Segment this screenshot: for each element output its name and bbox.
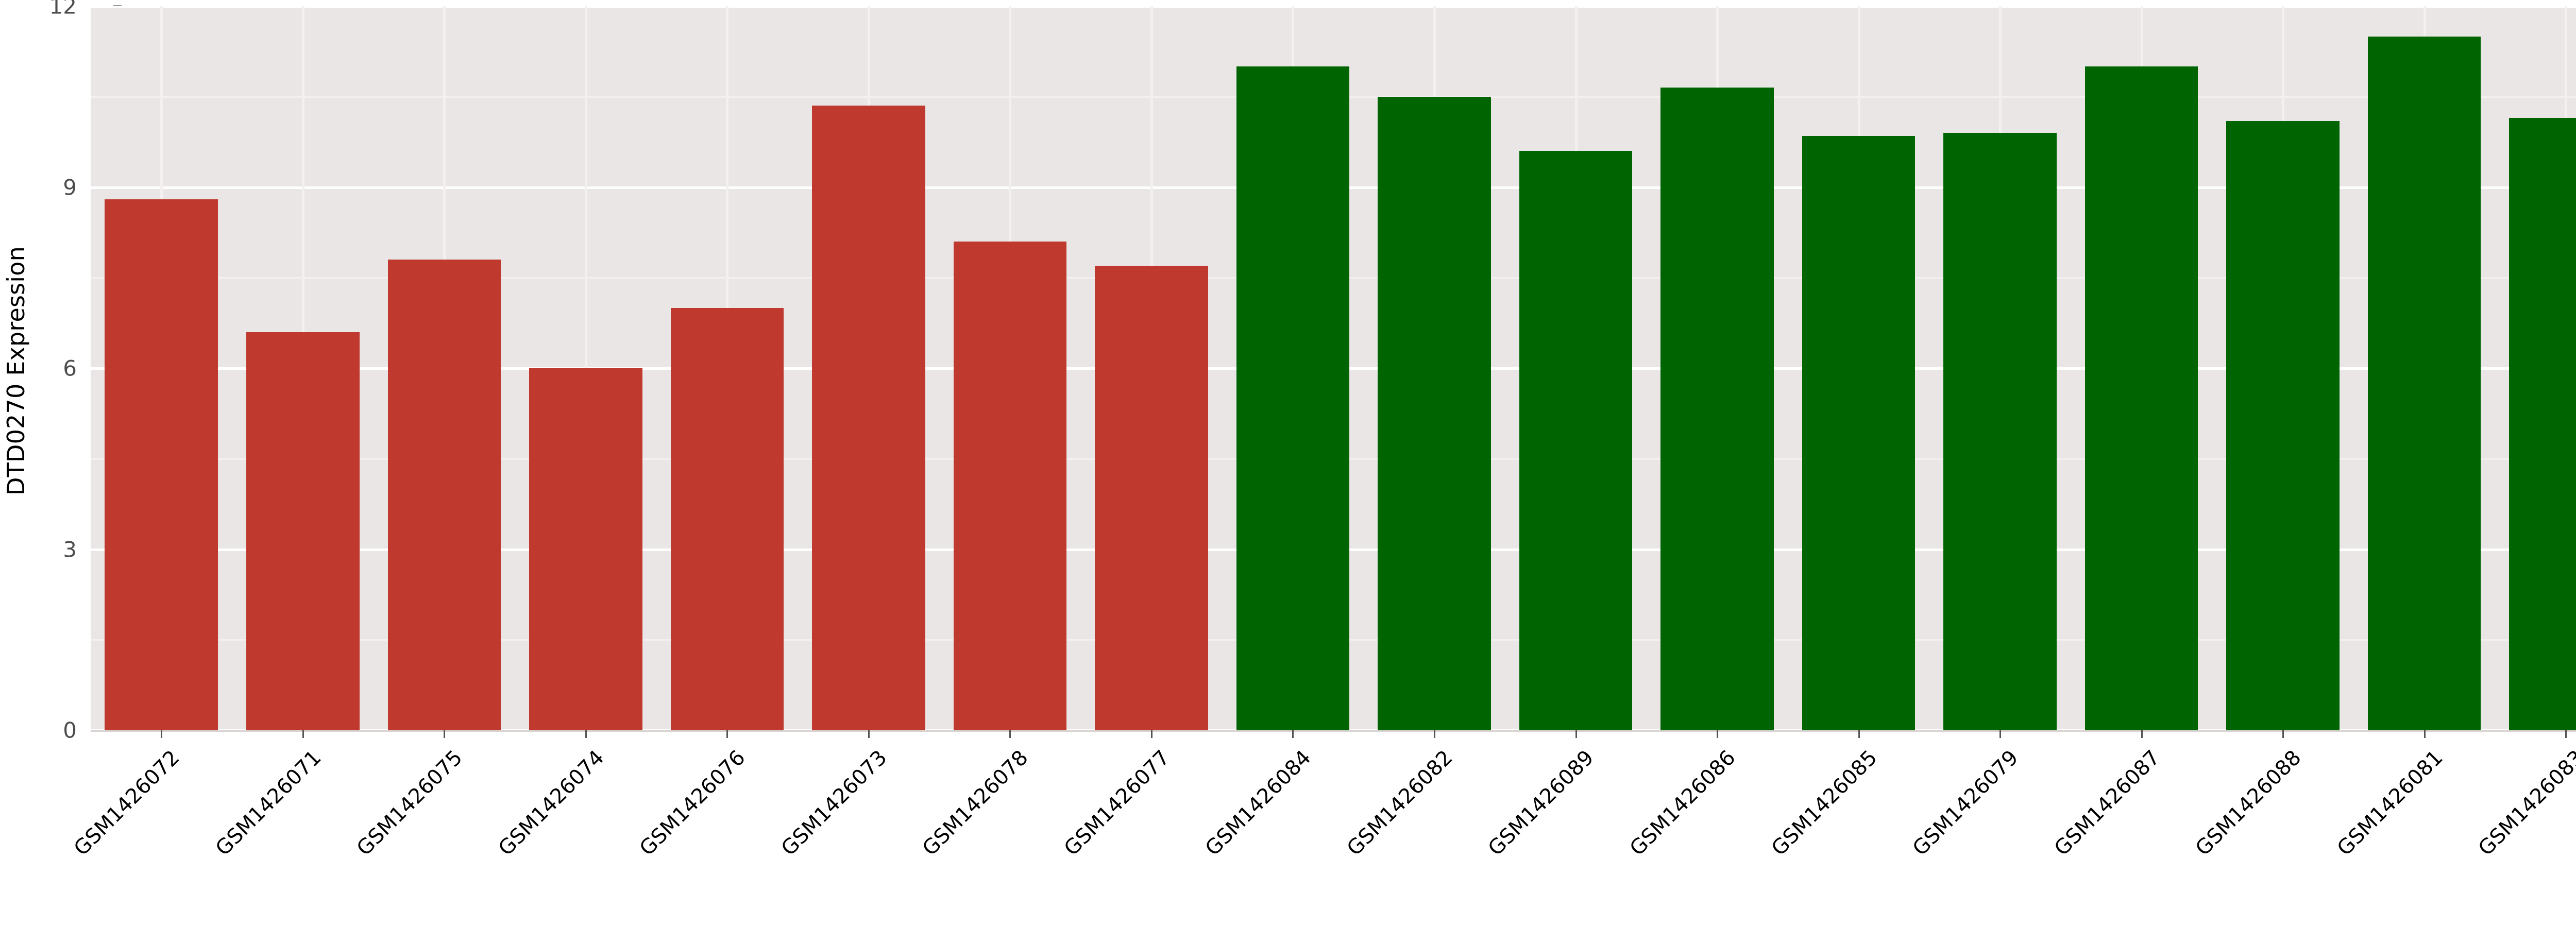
bar[interactable] <box>105 199 218 730</box>
x-tick-mark <box>1717 730 1719 738</box>
y-tick-label: 6 <box>63 355 77 381</box>
bar[interactable] <box>1519 151 1633 730</box>
x-tick-label: GSM1426089 <box>1484 746 1599 861</box>
x-tick-mark <box>1150 730 1153 738</box>
bar[interactable] <box>2226 121 2340 730</box>
x-tick-mark <box>161 730 163 738</box>
x-tick-mark <box>1858 730 1860 738</box>
bar[interactable] <box>2509 117 2576 730</box>
bar-series <box>91 6 2576 730</box>
bar[interactable] <box>1943 133 2057 730</box>
x-tick-mark <box>1292 730 1294 738</box>
x-tick-label: GSM1426083 <box>2473 746 2576 861</box>
bar[interactable] <box>670 307 784 730</box>
bar[interactable] <box>387 260 501 730</box>
bar[interactable] <box>1378 96 1491 730</box>
bar[interactable] <box>953 241 1067 730</box>
y-tick-label: 0 <box>63 717 77 743</box>
bar[interactable] <box>1660 88 1774 730</box>
bar[interactable] <box>246 332 360 730</box>
x-tick-label: GSM1426075 <box>352 746 467 861</box>
bar[interactable] <box>2367 36 2481 730</box>
x-tick-mark <box>2424 730 2426 738</box>
plot-area <box>91 6 2576 730</box>
x-tick-label: GSM1426078 <box>918 746 1033 861</box>
x-tick-mark <box>726 730 728 738</box>
x-tick-mark <box>1999 730 2002 738</box>
x-tick-mark <box>2565 730 2567 738</box>
x-tick-label: GSM1426086 <box>1625 746 1740 861</box>
x-tick-mark <box>2141 730 2143 738</box>
x-tick-label: GSM1426073 <box>776 746 892 861</box>
y-axis-tick-labels: 0 3 6 9 12 <box>31 0 122 927</box>
x-tick-mark <box>1434 730 1435 738</box>
x-tick-mark <box>868 730 870 738</box>
bar[interactable] <box>1095 265 1208 730</box>
bar[interactable] <box>1236 66 1350 730</box>
y-axis-title: DTD0270 Expression <box>2 246 30 495</box>
y-tick-label: 9 <box>63 175 77 200</box>
x-tick-mark <box>1575 730 1577 738</box>
gridline-major <box>91 6 2576 8</box>
x-tick-label: GSM1426071 <box>211 746 326 861</box>
bar[interactable] <box>1802 135 1916 730</box>
x-tick-label: GSM1426087 <box>2049 746 2165 861</box>
x-axis-spine <box>91 730 2576 732</box>
bar[interactable] <box>2084 66 2198 730</box>
x-tick-label: GSM1426081 <box>2332 746 2448 861</box>
x-tick-mark <box>1009 730 1011 738</box>
y-tick-label: 3 <box>63 537 77 562</box>
bar[interactable] <box>812 106 925 730</box>
x-tick-label: GSM1426074 <box>494 746 609 861</box>
x-tick-mark <box>2282 730 2284 738</box>
x-tick-label: GSM1426077 <box>1059 746 1175 861</box>
y-tick-label: 12 <box>49 0 77 19</box>
x-tick-label: GSM1426085 <box>1767 746 1882 861</box>
x-tick-label: GSM1426079 <box>1908 746 2023 861</box>
bar[interactable] <box>529 368 642 730</box>
x-tick-label: GSM1426084 <box>1201 746 1316 861</box>
x-tick-label: GSM1426088 <box>2191 746 2306 861</box>
x-tick-mark <box>585 730 587 738</box>
x-tick-label: GSM1426082 <box>1342 746 1458 861</box>
x-tick-mark <box>444 730 446 738</box>
x-tick-mark <box>302 730 304 738</box>
x-tick-label: GSM1426076 <box>635 746 750 861</box>
